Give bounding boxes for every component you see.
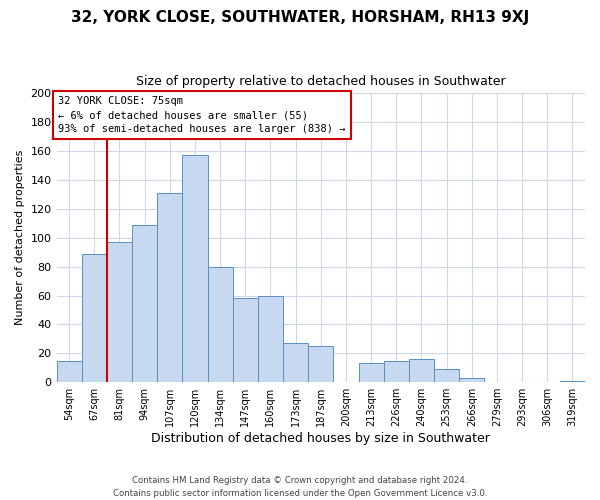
Bar xyxy=(157,193,182,382)
Text: 32, YORK CLOSE, SOUTHWATER, HORSHAM, RH13 9XJ: 32, YORK CLOSE, SOUTHWATER, HORSHAM, RH1… xyxy=(71,10,529,25)
Y-axis label: Number of detached properties: Number of detached properties xyxy=(15,150,25,326)
Bar xyxy=(56,360,82,382)
X-axis label: Distribution of detached houses by size in Southwater: Distribution of detached houses by size … xyxy=(151,432,490,445)
Bar xyxy=(409,359,434,382)
Text: Contains HM Land Registry data © Crown copyright and database right 2024.
Contai: Contains HM Land Registry data © Crown c… xyxy=(113,476,487,498)
Bar xyxy=(383,360,409,382)
Bar xyxy=(283,343,308,382)
Bar xyxy=(459,378,484,382)
Title: Size of property relative to detached houses in Southwater: Size of property relative to detached ho… xyxy=(136,75,506,88)
Bar xyxy=(359,364,383,382)
Bar xyxy=(233,298,258,382)
Bar xyxy=(308,346,334,382)
Text: 32 YORK CLOSE: 75sqm
← 6% of detached houses are smaller (55)
93% of semi-detach: 32 YORK CLOSE: 75sqm ← 6% of detached ho… xyxy=(58,96,345,134)
Bar xyxy=(560,381,585,382)
Bar xyxy=(107,242,132,382)
Bar xyxy=(82,254,107,382)
Bar xyxy=(182,156,208,382)
Bar xyxy=(258,296,283,382)
Bar xyxy=(132,225,157,382)
Bar xyxy=(434,369,459,382)
Bar xyxy=(208,266,233,382)
